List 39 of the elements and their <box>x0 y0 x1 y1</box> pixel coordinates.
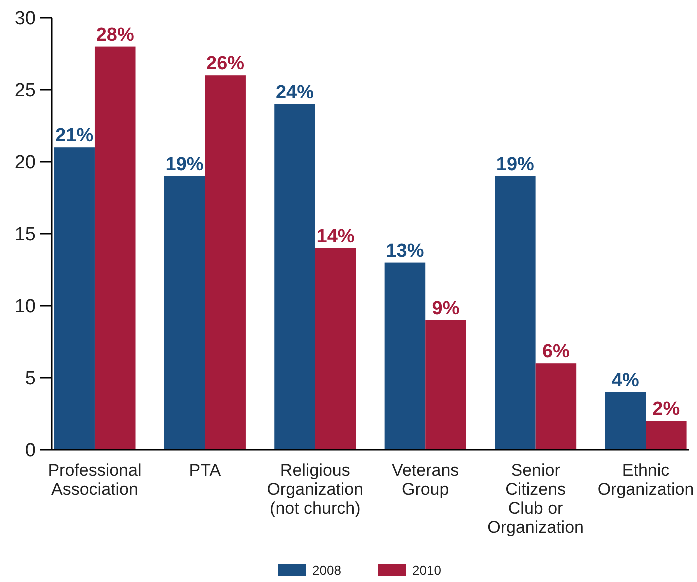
x-tick-label: PTA <box>189 461 222 480</box>
data-label: 14% <box>316 226 355 248</box>
data-label: 24% <box>276 82 314 104</box>
data-label: 19% <box>166 154 204 176</box>
x-tick-label: Religious Organization (not church) <box>267 461 364 518</box>
bar <box>205 76 246 450</box>
y-tick-label: 20 <box>14 152 36 174</box>
legend-label: 2010 <box>412 563 442 578</box>
y-tick-label: 25 <box>14 80 36 102</box>
y-tick-label: 5 <box>25 368 36 390</box>
x-tick-label: Ethnic Organization <box>598 461 694 499</box>
data-label: 19% <box>496 154 535 176</box>
x-tick-label: Veterans Group <box>392 461 460 499</box>
bar <box>605 392 646 450</box>
bar <box>274 104 316 450</box>
data-label: 6% <box>542 342 570 363</box>
x-tick-label: Senior Citizens Club or Organization <box>488 461 584 537</box>
bar <box>164 176 206 450</box>
bar <box>495 176 536 450</box>
bar <box>315 248 356 450</box>
bar <box>384 262 426 450</box>
y-tick-label: 0 <box>25 440 36 462</box>
data-label: 9% <box>432 298 460 320</box>
bar <box>426 320 466 450</box>
data-label: 26% <box>206 54 245 75</box>
y-tick-label: 15 <box>14 224 36 246</box>
bar <box>54 148 95 450</box>
x-tick-label: Professional Association <box>48 461 142 499</box>
data-label: 21% <box>56 126 94 147</box>
y-tick-label: 10 <box>14 296 36 318</box>
data-label: 4% <box>612 370 640 392</box>
bar <box>536 364 577 450</box>
bar <box>94 46 136 450</box>
data-label: 2% <box>652 399 680 420</box>
bar <box>646 421 687 450</box>
y-tick-label: 30 <box>14 8 36 30</box>
legend-label: 2008 <box>312 563 342 578</box>
data-label: 13% <box>386 240 424 262</box>
data-label: 28% <box>96 24 134 46</box>
